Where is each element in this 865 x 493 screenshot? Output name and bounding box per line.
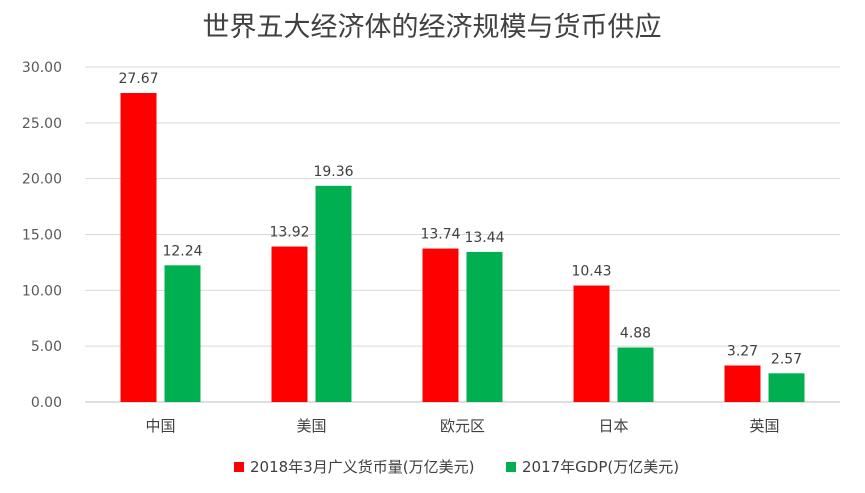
- category-label: 英国: [749, 417, 779, 435]
- data-label: 13.74: [420, 227, 460, 243]
- y-tick-label: 0.00: [31, 395, 62, 411]
- y-tick-label: 20.00: [22, 172, 62, 188]
- data-label: 12.24: [162, 243, 202, 259]
- category-label: 美国: [296, 417, 326, 435]
- category-label: 日本: [598, 417, 628, 435]
- bar-money-supply: [724, 365, 761, 402]
- bar-money-supply: [120, 93, 157, 402]
- gridlines: [85, 66, 840, 347]
- y-tick-label: 25.00: [22, 116, 62, 132]
- data-label: 10.43: [571, 264, 611, 280]
- y-tick-label: 10.00: [22, 283, 62, 299]
- data-label: 3.27: [727, 343, 758, 359]
- data-label: 19.36: [313, 164, 353, 180]
- y-axis-tick-labels: 0.00 5.00 10.00 15.00 20.00 25.00 30.00: [22, 60, 62, 411]
- data-label: 27.67: [118, 71, 158, 87]
- y-tick-label: 15.00: [22, 228, 62, 244]
- y-tick-label: 30.00: [22, 60, 62, 76]
- legend-swatch-money-supply: [234, 462, 244, 472]
- legend-label-money-supply: 2018年3月广义货币量(万亿美元): [250, 458, 474, 476]
- data-label: 4.88: [620, 326, 651, 342]
- data-label: 2.57: [771, 351, 802, 367]
- data-labels: 27.67 12.24 13.92 19.36 13.74 13.44 10.43 4.88 3…: [118, 71, 802, 367]
- bar-gdp: [315, 185, 352, 402]
- bar-money-supply: [422, 248, 459, 402]
- category-label: 欧元区: [440, 417, 485, 435]
- y-tick-label: 5.00: [31, 339, 62, 355]
- chart-title: 世界五大经济体的经济规模与货币供应: [203, 12, 662, 43]
- x-axis-category-labels: 中国 美国 欧元区 日本 英国: [145, 417, 779, 435]
- bar-gdp: [768, 373, 805, 402]
- bar-money-supply: [271, 246, 308, 402]
- legend-label-gdp: 2017年GDP(万亿美元): [522, 458, 679, 476]
- data-label: 13.92: [269, 225, 309, 241]
- legend-swatch-gdp: [506, 462, 516, 472]
- bars: [120, 93, 805, 402]
- data-label: 13.44: [464, 230, 504, 246]
- bar-gdp: [164, 265, 201, 402]
- bar-gdp: [617, 347, 654, 402]
- legend: 2018年3月广义货币量(万亿美元) 2017年GDP(万亿美元): [234, 458, 679, 476]
- bar-gdp: [466, 251, 503, 402]
- category-label: 中国: [145, 417, 175, 435]
- bar-money-supply: [573, 285, 610, 402]
